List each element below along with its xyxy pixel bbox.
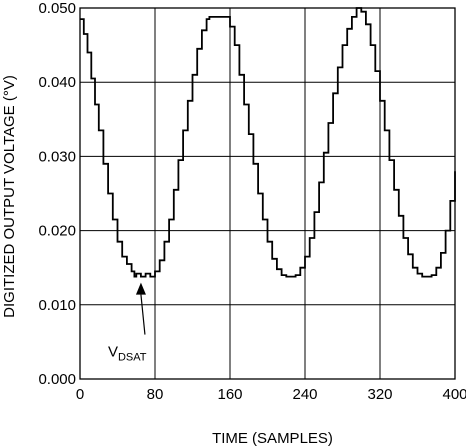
y-tick-label: 0.000 bbox=[38, 371, 76, 388]
y-tick-label: 0.050 bbox=[38, 0, 76, 17]
x-tick-label: 0 bbox=[76, 386, 84, 403]
x-tick-label: 240 bbox=[292, 386, 317, 403]
x-axis-title: TIME (SAMPLES) bbox=[212, 430, 333, 447]
axis-ticks: 0 80 160 240 320 400 0.000 0.010 0.020 0.030 0.040… bbox=[38, 0, 466, 403]
x-tick-label: 80 bbox=[147, 386, 164, 403]
y-tick-label: 0.030 bbox=[38, 148, 76, 165]
y-tick-label: 0.010 bbox=[38, 297, 76, 314]
x-tick-label: 160 bbox=[217, 386, 242, 403]
annotation-label-main: V bbox=[108, 344, 118, 361]
annotation-arrowhead bbox=[135, 282, 146, 295]
y-tick-label: 0.040 bbox=[38, 74, 76, 91]
y-axis-title: DIGITIZED OUTPUT VOLTAGE (°V) bbox=[1, 75, 18, 318]
x-tick-label: 400 bbox=[442, 386, 466, 403]
annotation-leader-line bbox=[140, 294, 146, 335]
y-tick-label: 0.020 bbox=[38, 223, 76, 240]
annotation-label-subscript: DSAT bbox=[118, 352, 147, 364]
x-tick-label: 320 bbox=[367, 386, 392, 403]
series-line bbox=[80, 7, 456, 278]
annotation-label: VDSAT bbox=[108, 344, 147, 364]
vdsat-annotation: VDSAT bbox=[108, 282, 147, 364]
